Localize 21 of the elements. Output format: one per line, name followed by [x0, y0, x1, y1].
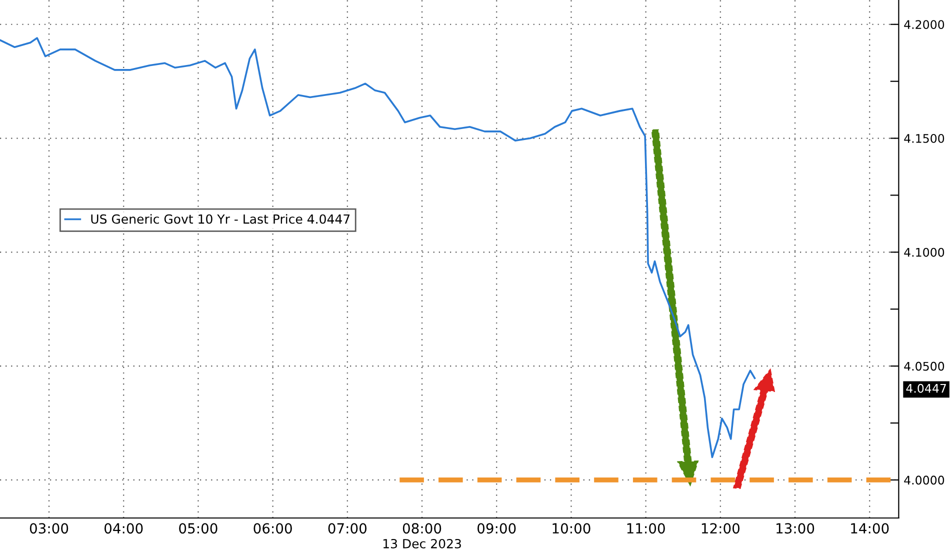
x-tick-label: 10:00	[552, 523, 590, 534]
x-tick-label: 11:00	[627, 523, 665, 534]
y-tick-label: 4.1500	[904, 134, 944, 143]
x-tick-label: 14:00	[851, 523, 889, 534]
y-tick-label: 4.0500	[904, 362, 944, 371]
x-tick-label: 09:00	[478, 523, 516, 534]
x-tick-label: 12:00	[702, 523, 740, 534]
text: 4.0447	[906, 384, 946, 393]
x-tick-label: 03:00	[30, 523, 68, 534]
y-tick-label: 4.2000	[904, 20, 944, 30]
legend-label: US Generic Govt 10 Yr - Last Price 4.0447	[91, 214, 350, 224]
x-tick-label: 05:00	[179, 523, 218, 534]
x-tick-label: 07:00	[328, 523, 366, 534]
x-tick-label: 13:00	[776, 523, 814, 534]
x-axis-title: 13 Dec 2023	[383, 538, 461, 548]
x-tick-label: 08:00	[402, 523, 442, 534]
y-tick-label: 4.0000	[904, 476, 944, 485]
y-tick-label: 4.1000	[904, 248, 944, 257]
x-tick-label: 06:00	[254, 523, 292, 534]
x-tick-label: 04:00	[104, 523, 143, 534]
line-series	[0, 37, 756, 458]
